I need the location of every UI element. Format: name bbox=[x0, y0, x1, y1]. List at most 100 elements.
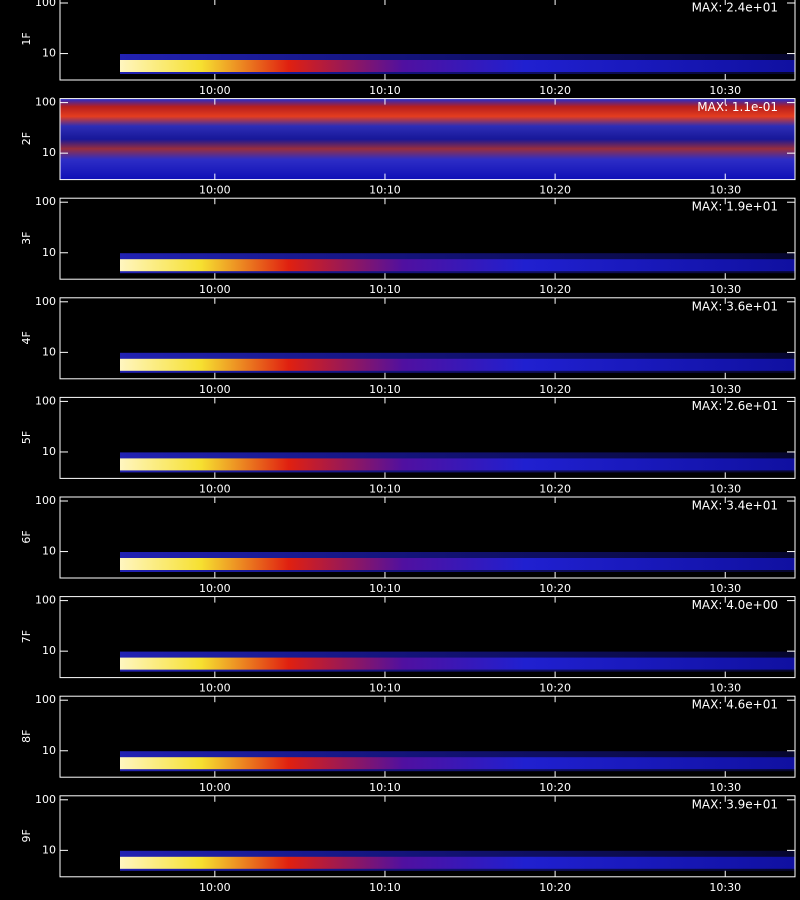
x-tick-label: 10:10 bbox=[369, 383, 401, 396]
y-tick-label: 100 bbox=[35, 494, 56, 507]
y-tick-label: 100 bbox=[35, 195, 56, 208]
annotation: MAX: 1.1e-01 bbox=[697, 100, 778, 114]
spectrogram bbox=[60, 98, 795, 180]
x-tick-label: 10:30 bbox=[709, 682, 741, 695]
panel: 10:00 10:10 10:20 10:30 10 100 6F MAX: 3.4e+01 bbox=[20, 494, 796, 595]
x-tick-label: 10:20 bbox=[539, 781, 571, 794]
plot-frame bbox=[59, 396, 796, 479]
y-tick-label: 100 bbox=[35, 793, 56, 806]
y-tick-label: 100 bbox=[35, 693, 56, 706]
x-tick-label: 10:10 bbox=[369, 781, 401, 794]
x-tick-label: 10:30 bbox=[709, 881, 741, 894]
panel: 10:00 10:10 10:20 10:30 10 100 5F MAX: 2.6e+01 bbox=[20, 394, 796, 495]
x-tick-label: 10:10 bbox=[369, 682, 401, 695]
x-tick-label: 10:10 bbox=[369, 582, 401, 595]
y-tick-label: 10 bbox=[42, 545, 56, 558]
x-tick-label: 10:10 bbox=[369, 283, 401, 296]
y-tick-label: 100 bbox=[35, 295, 56, 308]
y-tick-label: 100 bbox=[35, 394, 56, 407]
y-tick-label: 10 bbox=[42, 644, 56, 657]
y-tick-label: 10 bbox=[42, 843, 56, 856]
x-tick-label: 10:30 bbox=[709, 482, 741, 495]
x-tick-label: 10:00 bbox=[199, 283, 231, 296]
panel: 10:00 10:10 10:20 10:30 10 100 9F MAX: 3.9e+01 bbox=[20, 793, 796, 894]
annotation: MAX: 3.9e+01 bbox=[692, 797, 778, 811]
x-tick-label: 10:10 bbox=[369, 881, 401, 894]
x-tick-label: 10:30 bbox=[709, 184, 741, 197]
y-tick-label: 10 bbox=[42, 445, 56, 458]
spectrogram bbox=[120, 259, 795, 272]
y-tick-label: 100 bbox=[35, 0, 56, 9]
spectrogram bbox=[120, 558, 795, 570]
plot-frame bbox=[59, 297, 796, 380]
x-tick-label: 10:10 bbox=[369, 84, 401, 97]
plot-frame bbox=[59, 795, 796, 878]
spectrogram bbox=[120, 60, 795, 72]
annotation: MAX: 2.4e+01 bbox=[692, 1, 778, 15]
y-axis-label: 3F bbox=[20, 232, 33, 245]
x-tick-label: 10:00 bbox=[199, 383, 231, 396]
plot-frame bbox=[59, 98, 796, 181]
panel: 10:00 10:10 10:20 10:30 10 100 8F MAX: 4.6e+01 bbox=[20, 693, 796, 794]
y-tick-label: 10 bbox=[42, 345, 56, 358]
y-axis-label: 2F bbox=[20, 132, 33, 145]
panel: 10:00 10:10 10:20 10:30 10 100 2F MAX: 1.1e-01 bbox=[20, 96, 796, 197]
x-tick-label: 10:10 bbox=[369, 482, 401, 495]
x-tick-label: 10:20 bbox=[539, 881, 571, 894]
x-tick-label: 10:00 bbox=[199, 881, 231, 894]
x-tick-label: 10:00 bbox=[199, 582, 231, 595]
x-tick-label: 10:00 bbox=[199, 781, 231, 794]
x-tick-label: 10:10 bbox=[369, 184, 401, 197]
y-tick-label: 10 bbox=[42, 146, 56, 159]
annotation: MAX: 3.6e+01 bbox=[692, 299, 778, 313]
panel: 10:00 10:10 10:20 10:30 10 100 4F MAX: 3.6e+01 bbox=[20, 295, 796, 396]
plot-frame bbox=[59, 496, 796, 579]
annotation: MAX: 1.9e+01 bbox=[692, 200, 778, 214]
annotation: MAX: 4.6e+01 bbox=[692, 698, 778, 712]
y-axis-label: 9F bbox=[20, 829, 33, 842]
x-tick-label: 10:20 bbox=[539, 383, 571, 396]
x-tick-label: 10:30 bbox=[709, 84, 741, 97]
x-tick-label: 10:30 bbox=[709, 383, 741, 396]
x-tick-label: 10:30 bbox=[709, 582, 741, 595]
plot-frame bbox=[59, 0, 796, 81]
x-tick-label: 10:00 bbox=[199, 84, 231, 97]
panel: 10:00 10:10 10:20 10:30 10 100 7F MAX: 4.0e+00 bbox=[20, 594, 796, 695]
y-tick-label: 10 bbox=[42, 246, 56, 259]
x-tick-label: 10:20 bbox=[539, 582, 571, 595]
y-axis-label: 4F bbox=[20, 331, 33, 344]
y-tick-label: 10 bbox=[42, 47, 56, 60]
annotation: MAX: 3.4e+01 bbox=[692, 499, 778, 513]
plot-frame bbox=[59, 197, 796, 280]
spectrogram bbox=[120, 856, 795, 869]
y-axis-label: 8F bbox=[20, 730, 33, 743]
x-tick-label: 10:00 bbox=[199, 682, 231, 695]
y-tick-label: 10 bbox=[42, 744, 56, 757]
y-axis-label: 5F bbox=[20, 431, 33, 444]
x-tick-label: 10:00 bbox=[199, 184, 231, 197]
spectrogram bbox=[120, 657, 795, 670]
y-axis-label: 7F bbox=[20, 630, 33, 643]
spectrogram bbox=[120, 358, 795, 371]
y-tick-label: 100 bbox=[35, 594, 56, 607]
y-axis-label: 1F bbox=[20, 32, 33, 45]
panel: 10:00 10:10 10:20 10:30 10 100 1F MAX: 2.4e+01 bbox=[20, 0, 796, 97]
plot-frame bbox=[59, 596, 796, 679]
y-axis-label: 6F bbox=[20, 530, 33, 543]
x-tick-label: 10:00 bbox=[199, 482, 231, 495]
y-tick-label: 100 bbox=[35, 96, 56, 109]
spectrogram bbox=[120, 458, 795, 471]
plot-frame bbox=[59, 695, 796, 778]
spectrogram bbox=[120, 757, 795, 770]
x-tick-label: 10:20 bbox=[539, 283, 571, 296]
x-tick-label: 10:20 bbox=[539, 184, 571, 197]
x-tick-label: 10:30 bbox=[709, 283, 741, 296]
x-tick-label: 10:20 bbox=[539, 84, 571, 97]
panel: 10:00 10:10 10:20 10:30 10 100 3F MAX: 1.9e+01 bbox=[20, 195, 796, 296]
x-tick-label: 10:20 bbox=[539, 482, 571, 495]
x-tick-label: 10:30 bbox=[709, 781, 741, 794]
annotation: MAX: 2.6e+01 bbox=[692, 399, 778, 413]
x-tick-label: 10:20 bbox=[539, 682, 571, 695]
annotation: MAX: 4.0e+00 bbox=[692, 598, 778, 612]
